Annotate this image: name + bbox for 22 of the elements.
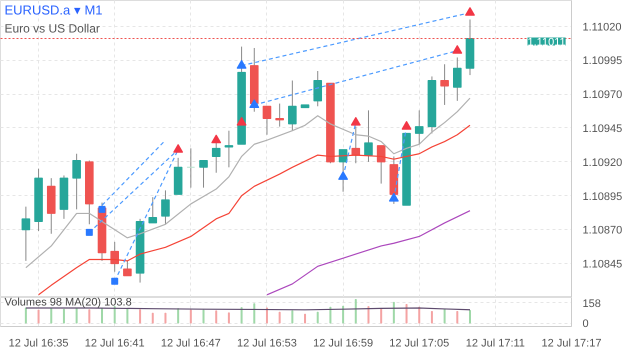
y-tick-label: 158 (582, 298, 601, 310)
y-tick-label: 1.10845 (582, 258, 622, 271)
text: Euro vs US Dollar (4, 22, 100, 36)
x-tick-label: 12 Jul 16:53 (237, 338, 297, 350)
y-tick-label: 1.10870 (582, 224, 622, 237)
y-tick-label: 0 (582, 318, 589, 330)
y-tick-label: 1.10995 (582, 55, 622, 68)
ref-line-label: 1.11011 (528, 36, 566, 48)
annotation: Volumes 98 MA(20) 103.8 (4, 296, 132, 308)
y-tick-label: 1.10895 (582, 190, 622, 203)
x-tick-label: 12 Jul 16:47 (160, 338, 221, 350)
x-tick-label: 12 Jul 16:59 (313, 338, 374, 350)
chart-title: EURUSD.a ▾ M1 (4, 2, 103, 18)
x-tick-label: 12 Jul 16:35 (8, 338, 69, 350)
x-tick-label: 12 Jul 17:11 (466, 338, 525, 350)
y-tick-label: 1.11020 (582, 21, 622, 34)
y-tick-label: 1.10945 (582, 122, 622, 135)
y-tick-label: 1.10920 (582, 156, 622, 169)
x-tick-label: 12 Jul 16:41 (84, 338, 145, 350)
x-tick-label: 12 Jul 17:17 (542, 338, 602, 350)
x-tick-label: 12 Jul 17:05 (389, 338, 450, 350)
y-tick-label: 1.10970 (582, 89, 622, 102)
